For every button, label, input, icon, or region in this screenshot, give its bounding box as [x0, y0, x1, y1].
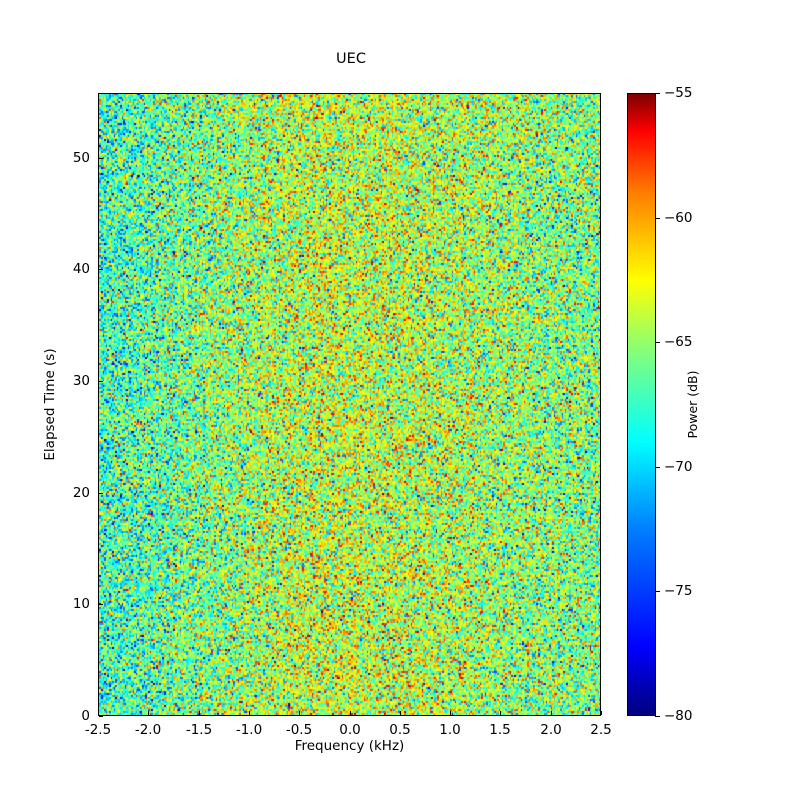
y-tick-label: 10 [72, 596, 90, 612]
y-tick-label: 30 [72, 373, 90, 389]
y-tick-mark [99, 716, 103, 717]
colorbar-tick-mark [655, 716, 660, 717]
y-tick-mark [99, 604, 103, 605]
colorbar-tick-mark [655, 467, 660, 468]
x-tick-mark [299, 711, 300, 715]
x-tick-mark [249, 711, 250, 715]
title-line-station: UEC [336, 51, 366, 67]
x-tick-mark [551, 711, 552, 715]
colorbar-tick-label: −60 [664, 210, 693, 226]
colorbar-tick-label: −70 [664, 459, 693, 475]
x-tick-label: 1.0 [439, 722, 461, 738]
spectrogram-image [99, 94, 600, 715]
y-tick-label: 0 [81, 708, 90, 724]
colorbar-tick-mark [655, 342, 660, 343]
colorbar-tick-mark [655, 218, 660, 219]
x-tick-mark [500, 711, 501, 715]
x-tick-label: 0.5 [389, 722, 411, 738]
x-tick-mark [199, 711, 200, 715]
colorbar [627, 93, 656, 716]
x-tick-mark [148, 711, 149, 715]
colorbar-tick-mark [655, 591, 660, 592]
colorbar-label: Power (dB) [685, 370, 700, 439]
y-tick-label: 20 [72, 485, 90, 501]
x-tick-mark [400, 711, 401, 715]
y-tick-mark [99, 381, 103, 382]
x-axis-label: Frequency (kHz) [294, 738, 405, 754]
colorbar-gradient [628, 94, 655, 715]
colorbar-tick-label: −65 [664, 334, 693, 350]
colorbar-tick-mark [655, 93, 660, 94]
y-axis-label: Elapsed Time (s) [42, 348, 58, 461]
x-tick-label: -2.0 [134, 722, 162, 738]
x-tick-label: -2.5 [84, 722, 112, 738]
y-tick-mark [99, 269, 103, 270]
x-tick-mark [98, 711, 99, 715]
y-tick-label: 50 [72, 150, 90, 166]
x-tick-label: 0.0 [339, 722, 361, 738]
x-tick-label: 2.0 [540, 722, 562, 738]
y-tick-mark [99, 493, 103, 494]
x-tick-label: 2.5 [590, 722, 612, 738]
y-tick-label: 40 [72, 261, 90, 277]
x-tick-label: -0.5 [285, 722, 313, 738]
x-tick-mark [450, 711, 451, 715]
x-tick-label: 1.5 [489, 722, 511, 738]
x-tick-mark [350, 711, 351, 715]
colorbar-tick-label: −80 [664, 708, 693, 724]
colorbar-tick-label: −55 [664, 85, 693, 101]
x-tick-mark [601, 711, 602, 715]
colorbar-tick-label: −75 [664, 583, 693, 599]
x-tick-label: -1.5 [185, 722, 213, 738]
x-tick-label: -1.0 [235, 722, 263, 738]
spectrogram-plot-area [98, 93, 601, 716]
y-tick-mark [99, 158, 103, 159]
